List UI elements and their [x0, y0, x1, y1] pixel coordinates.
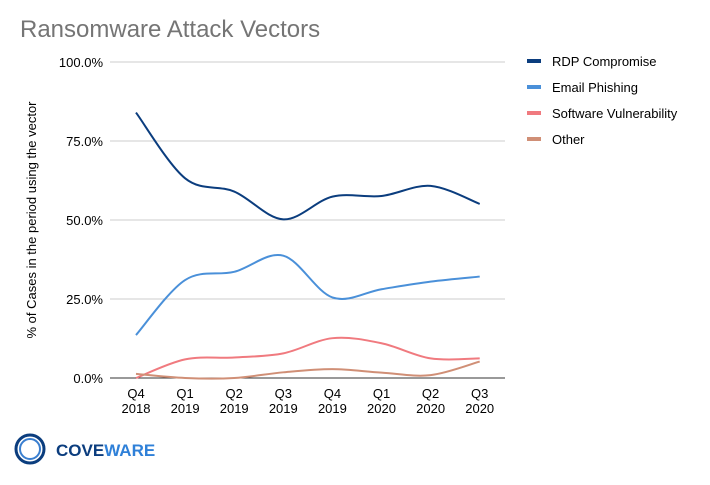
- logo-inner-ring-icon: [19, 438, 41, 460]
- x-tick-label: 2019: [318, 401, 347, 416]
- x-tick-label: 2020: [465, 401, 494, 416]
- x-tick-label: Q2: [422, 386, 439, 401]
- logo-text-cove: COVE: [56, 441, 104, 460]
- logo-ring-icon: [14, 433, 46, 465]
- series-line-rdp-compromise: [135, 111, 481, 221]
- legend-label: Other: [552, 132, 585, 147]
- legend-swatch: [527, 111, 541, 115]
- legend-label: Software Vulnerability: [552, 106, 678, 121]
- x-tick-label: 2020: [367, 401, 396, 416]
- legend-label: Email Phishing: [552, 80, 638, 95]
- y-tick-label: 100.0%: [59, 55, 104, 70]
- y-tick-label: 50.0%: [66, 213, 103, 228]
- x-tick-label: Q2: [226, 386, 243, 401]
- y-tick-label: 0.0%: [73, 371, 103, 386]
- y-tick-label: 25.0%: [66, 292, 103, 307]
- x-tick-label: Q4: [324, 386, 341, 401]
- x-tick-label: 2020: [416, 401, 445, 416]
- logo-text-ware: WARE: [104, 441, 155, 460]
- x-tick-label: Q3: [471, 386, 488, 401]
- x-tick-label: 2018: [122, 401, 151, 416]
- x-tick-label: 2019: [171, 401, 200, 416]
- series-line-software-vulnerability: [135, 336, 480, 379]
- y-axis-label: % of Cases in the period using the vecto…: [24, 101, 39, 339]
- x-tick-label: 2019: [220, 401, 249, 416]
- series-line-other: [135, 360, 480, 380]
- x-tick-label: Q1: [176, 386, 193, 401]
- x-tick-label: 2019: [269, 401, 298, 416]
- x-tick-label: Q4: [127, 386, 144, 401]
- legend-swatch: [527, 85, 541, 89]
- chart-title: Ransomware Attack Vectors: [20, 16, 320, 43]
- legend-swatch: [527, 137, 541, 141]
- series-line-email-phishing: [135, 254, 480, 336]
- legend-swatch: [527, 59, 541, 63]
- coveware-logo: COVEWARE: [14, 433, 155, 465]
- svg-text:COVEWARE: COVEWARE: [56, 441, 155, 460]
- x-tick-label: Q1: [373, 386, 390, 401]
- x-tick-label: Q3: [275, 386, 292, 401]
- y-tick-label: 75.0%: [66, 134, 103, 149]
- legend-label: RDP Compromise: [552, 54, 657, 69]
